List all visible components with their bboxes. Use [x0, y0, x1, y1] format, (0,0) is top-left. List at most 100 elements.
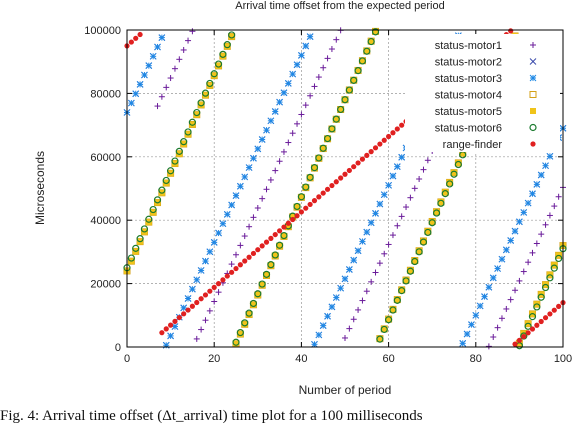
- data-point: [555, 193, 562, 200]
- y-tick-label: 20000: [90, 279, 121, 291]
- data-point: [546, 152, 554, 160]
- x-axis-title: Number of period: [299, 383, 392, 397]
- data-point: [132, 90, 140, 98]
- data-point: [127, 254, 135, 262]
- data-point: [132, 244, 140, 252]
- x-tick-label: 100: [554, 353, 572, 365]
- data-point: [202, 92, 209, 99]
- data-point: [455, 159, 462, 166]
- data-point: [551, 203, 558, 210]
- data-point: [489, 274, 497, 282]
- data-point: [149, 52, 157, 60]
- data-point: [429, 218, 436, 225]
- data-point: [533, 240, 540, 247]
- x-tick-label: 20: [208, 353, 220, 365]
- data-point: [472, 311, 480, 319]
- data-point: [411, 257, 419, 266]
- data-point: [528, 313, 537, 321]
- data-point: [406, 267, 414, 275]
- data-point: [386, 133, 392, 140]
- data-point: [537, 293, 545, 301]
- data-point: [167, 332, 174, 340]
- data-point: [411, 257, 418, 264]
- data-point: [272, 252, 279, 259]
- data-point: [219, 220, 227, 228]
- data-point: [524, 199, 532, 207]
- data-point: [394, 296, 401, 303]
- data-point: [254, 204, 261, 211]
- y-tick-label: 80000: [90, 88, 121, 100]
- data-point: [323, 134, 332, 143]
- data-point: [350, 77, 357, 84]
- data-point: [481, 293, 488, 300]
- data-point: [324, 312, 331, 320]
- data-point: [342, 96, 348, 103]
- data-point: [380, 325, 388, 334]
- data-point: [476, 302, 484, 310]
- data-point: [145, 62, 153, 70]
- legend-label: status-motor1: [435, 40, 502, 52]
- data-point: [171, 157, 179, 165]
- data-point: [446, 179, 453, 186]
- data-point: [345, 86, 353, 94]
- data-point: [232, 338, 240, 346]
- data-point: [555, 254, 563, 263]
- data-point: [172, 318, 178, 324]
- data-point: [363, 47, 370, 54]
- data-point: [306, 173, 314, 181]
- y-axis-title: Microseconds: [33, 151, 47, 225]
- data-point: [320, 64, 327, 71]
- data-point: [432, 209, 441, 217]
- data-point: [145, 215, 153, 223]
- data-point: [315, 331, 323, 339]
- legend-label: status-motor4: [435, 90, 502, 102]
- data-point: [398, 153, 406, 161]
- data-point: [333, 36, 340, 43]
- data-point: [490, 334, 497, 341]
- y-tick-label: 100000: [84, 25, 121, 37]
- data-point: [298, 52, 305, 59]
- data-point: [280, 148, 287, 155]
- data-point: [193, 335, 200, 342]
- data-point: [307, 92, 314, 99]
- data-point: [403, 204, 410, 211]
- data-point: [241, 233, 248, 240]
- data-point: [289, 130, 296, 137]
- data-point: [237, 242, 244, 249]
- data-point: [258, 280, 266, 288]
- data-point: [228, 261, 235, 268]
- data-point: [158, 186, 166, 194]
- x-tick-label: 0: [124, 353, 130, 365]
- data-point: [359, 238, 366, 245]
- legend: status-motor1 status-motor2 status-motor3 s…: [405, 34, 560, 152]
- data-point: [303, 205, 309, 211]
- data-point: [259, 195, 266, 202]
- data-point: [350, 256, 358, 264]
- data-point: [394, 126, 400, 132]
- data-point: [289, 70, 297, 78]
- data-point: [198, 296, 204, 302]
- data-point: [141, 71, 148, 79]
- data-point: [342, 334, 348, 341]
- data-point: [184, 295, 192, 302]
- data-point: [359, 156, 366, 162]
- data-point: [263, 126, 270, 134]
- data-point: [551, 307, 557, 313]
- data-point: [328, 46, 335, 53]
- data-point: [310, 164, 319, 172]
- data-point: [210, 70, 218, 78]
- data-point: [329, 182, 335, 189]
- data-point: [315, 154, 323, 162]
- data-point: [393, 163, 401, 170]
- data-point: [385, 316, 393, 324]
- data-point: [346, 167, 352, 174]
- data-point: [233, 340, 239, 347]
- data-point: [556, 303, 562, 309]
- legend-label: status-motor6: [435, 123, 502, 135]
- data-point: [237, 262, 243, 268]
- data-point: [311, 165, 318, 172]
- data-point: [337, 284, 344, 292]
- data-point: [324, 135, 331, 142]
- data-point: [463, 330, 471, 338]
- data-point: [538, 231, 545, 238]
